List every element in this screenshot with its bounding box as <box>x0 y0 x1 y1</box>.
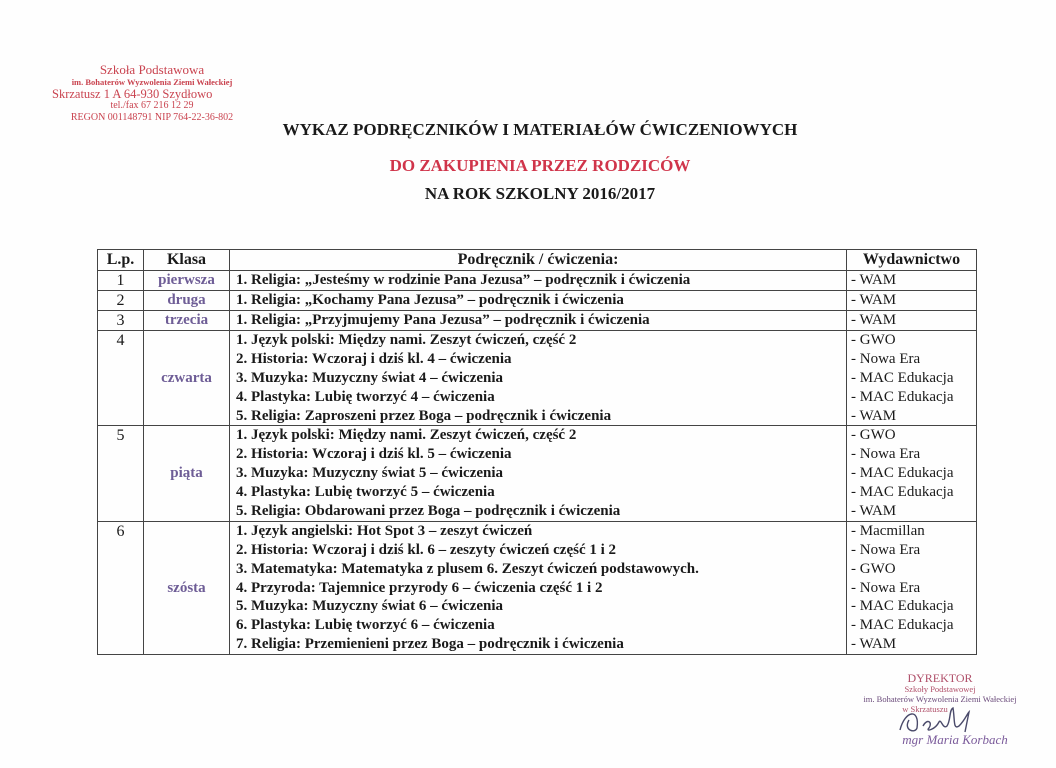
publisher: - MAC Edukacja <box>851 598 954 615</box>
textbook-item: 2. Historia: Wczoraj i dziś kl. 5 – ćwic… <box>236 446 512 463</box>
header-klasa: Klasa <box>143 249 230 271</box>
row-number: 1 <box>97 270 144 291</box>
class-name: szósta <box>143 520 230 656</box>
director-line: im. Bohaterów Wyzwolenia Ziemi Wałeckiej <box>863 694 1017 704</box>
publisher: - MAC Edukacja <box>851 465 954 482</box>
publisher: - WAM <box>851 503 897 520</box>
textbook-item: 3. Muzyka: Muzyczny świat 5 – ćwiczenia <box>236 465 504 482</box>
class-name: trzecia <box>143 310 230 331</box>
publisher: - WAM <box>851 407 897 424</box>
publisher: - GWO <box>851 427 896 444</box>
textbook-item: 1. Religia: „Przyjmujemy Pana Jezusa” – … <box>236 312 650 328</box>
row-number: 3 <box>97 310 144 331</box>
publisher: - WAM <box>851 272 897 288</box>
table-row: 2 druga 1. Religia: „Kochamy Pana Jezusa” … <box>97 290 977 311</box>
table-row: 6 szósta 1. Język angielski: Hot Spot 3 – … <box>97 520 977 656</box>
textbook-list: 1. Język polski: Między nami. Zeszyt ćwi… <box>229 425 847 522</box>
textbook-item: 2. Historia: Wczoraj i dziś kl. 6 – zesz… <box>236 541 617 558</box>
director-line: w Skrzatuszu <box>902 704 948 714</box>
director-name: mgr Maria Korbach <box>902 732 1008 747</box>
school-year: NA ROK SZKOLNY 2016/2017 <box>424 184 656 203</box>
director-line: Szkoły Podstawowej <box>904 684 976 694</box>
publisher: - MAC Edukacja <box>851 369 954 386</box>
publisher: - GWO <box>851 560 896 577</box>
signature <box>899 706 971 733</box>
textbook-item: 5. Religia: Zaproszeni przez Boga – podr… <box>236 407 612 424</box>
stamp-line: Szkoła Podstawowa <box>99 62 205 77</box>
header-lp: L.p. <box>97 249 144 271</box>
publisher-list: - Macmillan - Nowa Era - GWO - Nowa Era - MA… <box>846 520 977 656</box>
class-name: druga <box>143 290 230 311</box>
textbook-item: 4. Plastyka: Lubię tworzyć 4 – ćwiczenia <box>236 388 495 405</box>
textbook-list: 1. Język angielski: Hot Spot 3 – zeszyt … <box>229 520 847 656</box>
textbook-item: 3. Matematyka: Matematyka z plusem 6. Ze… <box>236 560 699 577</box>
school-stamp: Szkoła Podstawowa im. Bohaterów Wyzwolen… <box>42 62 262 124</box>
publisher-list: - WAM <box>846 270 977 291</box>
stamp-line: tel./fax 67 216 12 29 <box>110 100 194 111</box>
textbook-item: 2. Historia: Wczoraj i dziś kl. 4 – ćwic… <box>236 350 512 367</box>
table-row: 4 czwarta 1. Język polski: Między nami. Ze… <box>97 329 977 427</box>
publisher: - GWO <box>851 332 896 348</box>
header-podrecznik: Podręcznik / ćwiczenia: <box>229 249 847 271</box>
director-stamp: DYREKTOR Szkoły Podstawowej im. Bohateró… <box>840 672 1040 748</box>
page-title: WYKAZ PODRĘCZNIKÓW I MATERIAŁÓW ĆWICZENI… <box>282 120 798 139</box>
textbook-item: 6. Plastyka: Lubię tworzyć 6 – ćwiczenia <box>236 617 495 634</box>
table-header: L.p. Klasa Podręcznik / ćwiczenia: Wydaw… <box>97 249 977 271</box>
stamp-line: REGON 001148791 NIP 764-22-36-802 <box>70 112 234 123</box>
textbook-item: 7. Religia: Przemienieni przez Boga – po… <box>236 636 624 653</box>
header-wydawnictwo: Wydawnictwo <box>846 249 977 271</box>
stamp-line: Skrzatusz 1 A 64-930 Szydłowo <box>52 87 213 101</box>
publisher-list: - WAM <box>846 290 977 311</box>
table-row: 5 piąta 1. Język polski: Między nami. Zesz… <box>97 425 977 522</box>
publisher-list: - GWO - Nowa Era - MAC Edukacja - MAC Eduka… <box>846 329 977 427</box>
publisher: - MAC Edukacja <box>851 484 954 501</box>
publisher: - WAM <box>851 636 897 653</box>
textbook-item: 3. Muzyka: Muzyczny świat 4 – ćwiczenia <box>236 369 504 386</box>
class-name: pierwsza <box>143 270 230 291</box>
publisher-list: - WAM <box>846 310 977 331</box>
class-name: piąta <box>143 425 230 522</box>
textbook-item: 1. Język polski: Między nami. Zeszyt ćwi… <box>236 427 577 444</box>
row-number: 2 <box>97 290 144 311</box>
page-subtitle: DO ZAKUPIENIA PRZEZ RODZICÓW <box>389 156 691 175</box>
textbook-item: 5. Muzyka: Muzyczny świat 6 – ćwiczenia <box>236 598 504 615</box>
textbook-item: 1. Religia: „Jesteśmy w rodzinie Pana Je… <box>236 272 691 288</box>
textbook-item: 1. Język angielski: Hot Spot 3 – zeszyt … <box>236 522 533 539</box>
publisher: - Nowa Era <box>851 446 921 463</box>
table-row: 1 pierwsza 1. Religia: „Jesteśmy w rodzini… <box>97 270 977 291</box>
row-number: 5 <box>97 425 144 522</box>
textbook-table: L.p. Klasa Podręcznik / ćwiczenia: Wydaw… <box>97 249 977 656</box>
textbook-item: 4. Przyroda: Tajemnice przyrody 6 – ćwic… <box>236 579 603 596</box>
textbook-list: 1. Religia: „Jesteśmy w rodzinie Pana Je… <box>229 270 847 291</box>
class-name: czwarta <box>143 329 230 427</box>
textbook-list: 1. Religia: „Kochamy Pana Jezusa” – podr… <box>229 290 847 311</box>
textbook-item: 4. Plastyka: Lubię tworzyć 5 – ćwiczenia <box>236 484 495 501</box>
textbook-item: 1. Język polski: Między nami. Zeszyt ćwi… <box>236 332 577 348</box>
row-number: 6 <box>97 520 144 656</box>
publisher: - MAC Edukacja <box>851 388 954 405</box>
publisher: - MAC Edukacja <box>851 617 954 634</box>
publisher: - WAM <box>851 312 897 328</box>
publisher: - Nowa Era <box>851 579 921 596</box>
row-number: 4 <box>97 329 144 427</box>
textbook-list: 1. Religia: „Przyjmujemy Pana Jezusa” – … <box>229 310 847 331</box>
textbook-item: 1. Religia: „Kochamy Pana Jezusa” – podr… <box>236 292 624 308</box>
textbook-list: 1. Język polski: Między nami. Zeszyt ćwi… <box>229 329 847 427</box>
stamp-line: im. Bohaterów Wyzwolenia Ziemi Wałeckiej <box>71 77 233 87</box>
textbook-item: 5. Religia: Obdarowani przez Boga – podr… <box>236 503 621 520</box>
publisher-list: - GWO - Nowa Era - MAC Edukacja - MAC Eduka… <box>846 425 977 522</box>
table-row: 3 trzecia 1. Religia: „Przyjmujemy Pana Je… <box>97 310 977 331</box>
publisher: - Macmillan <box>851 522 925 539</box>
publisher: - Nowa Era <box>851 350 921 367</box>
publisher: - WAM <box>851 292 897 308</box>
publisher: - Nowa Era <box>851 541 921 558</box>
director-title: DYREKTOR <box>907 671 973 685</box>
